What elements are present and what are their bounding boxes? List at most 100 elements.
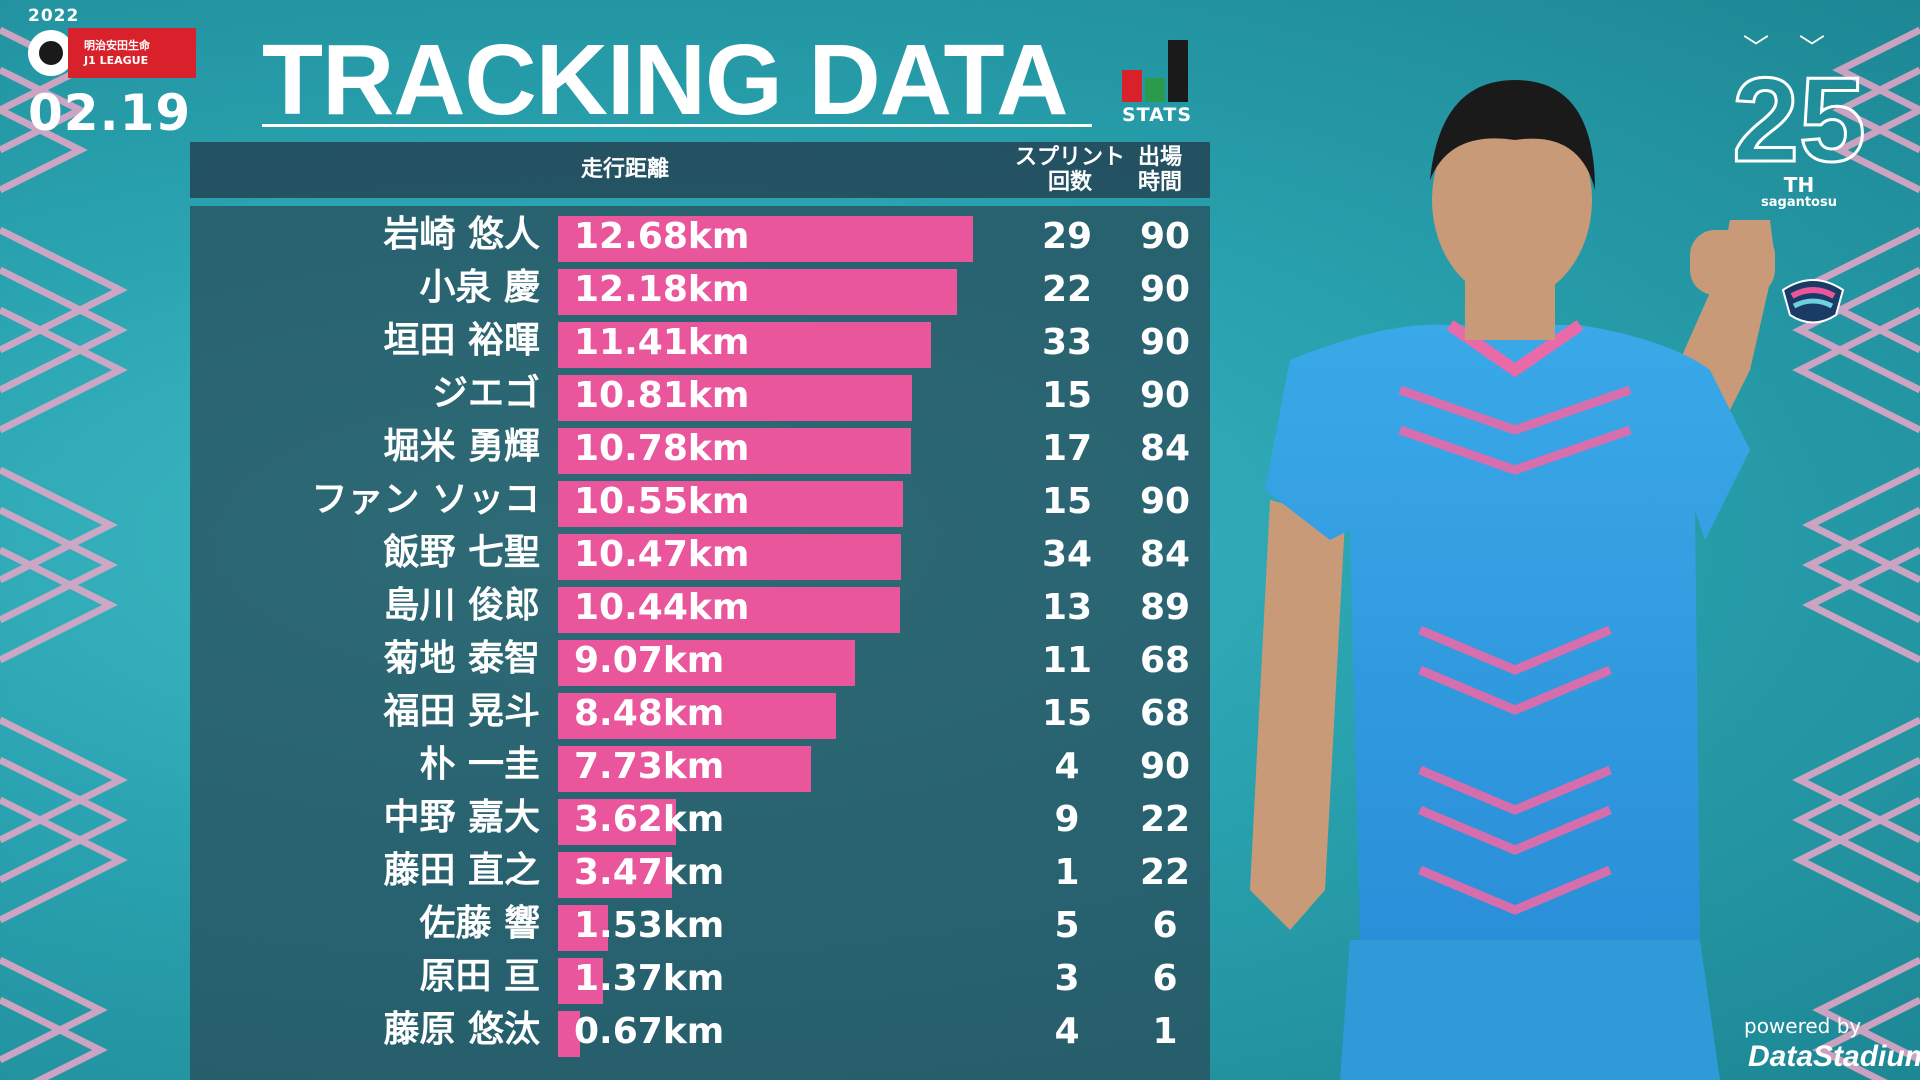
sprint-count: 29 — [1041, 216, 1093, 257]
player-name: 小泉 慶 — [419, 267, 540, 308]
sprint-count: 11 — [1041, 640, 1093, 681]
page-title: TRACKING DATA — [262, 24, 1068, 136]
club-crest-icon — [1778, 270, 1848, 330]
table-row: 佐藤 響 1.53km 5 6 — [0, 897, 1220, 951]
distance-bar — [558, 375, 912, 421]
minutes-played: 90 — [1139, 216, 1191, 257]
distance-label: 8.48km — [574, 693, 725, 734]
sprint-header-line1: スプリント — [1014, 145, 1125, 170]
player-name: ファン ソッコ — [311, 479, 540, 520]
minutes-played: 22 — [1139, 799, 1191, 840]
minutes-played: 68 — [1139, 640, 1191, 681]
j-league-logo: 明治安田生命 J1 LEAGUE — [28, 28, 196, 78]
sprint-header-line2: 回数 — [1047, 170, 1092, 195]
season-year: 2022 — [28, 6, 80, 26]
player-name: 堀米 勇輝 — [383, 426, 540, 467]
emblem-team: sagantosu — [1761, 195, 1837, 210]
provider-logo: DataStadium — [1748, 1040, 1920, 1073]
minutes-played: 89 — [1139, 587, 1191, 628]
column-header-sprints: スプリント 回数 — [1005, 145, 1135, 195]
minutes-played: 68 — [1139, 693, 1191, 734]
minutes-played: 90 — [1139, 746, 1191, 787]
league-sponsor: 明治安田生命 — [84, 39, 150, 52]
table-row: 朴 一圭 7.73km 4 90 — [0, 738, 1220, 792]
stats-label: STATS — [1122, 104, 1193, 126]
player-name: 垣田 裕暉 — [383, 320, 540, 361]
table-row: 島川 俊郎 10.44km 13 89 — [0, 579, 1220, 633]
stats-bars-icon — [1122, 40, 1194, 102]
distance-bar — [558, 958, 603, 1004]
table-row: 藤田 直之 3.47km 1 22 — [0, 844, 1220, 898]
table-row: 藤原 悠汰 0.67km 4 1 — [0, 1003, 1220, 1057]
right-stripe-decoration — [1730, 0, 1920, 1080]
table-row: 福田 晃斗 8.48km 15 68 — [0, 685, 1220, 739]
distance-label: 3.47km — [574, 852, 725, 893]
table-row: 菊地 泰智 9.07km 11 68 — [0, 632, 1220, 686]
distance-label: 10.78km — [574, 428, 750, 469]
sprint-count: 15 — [1041, 693, 1093, 734]
title-underline — [262, 124, 1092, 127]
stats-icon: STATS — [1122, 40, 1194, 126]
emblem-number: 25 — [1731, 53, 1867, 187]
league-name: J1 LEAGUE — [84, 54, 149, 67]
league-badge: 2022 明治安田生命 J1 LEAGUE 02.19 — [28, 6, 196, 142]
player-name: 藤原 悠汰 — [383, 1009, 540, 1050]
distance-bar — [558, 852, 672, 898]
minutes-header-line2: 時間 — [1137, 170, 1182, 195]
sprint-count: 33 — [1041, 322, 1093, 363]
minutes-header-line1: 出場 — [1137, 145, 1182, 170]
minutes-played: 6 — [1152, 905, 1178, 946]
sprint-count: 15 — [1041, 375, 1093, 416]
distance-bar — [558, 534, 901, 580]
sprint-count: 4 — [1054, 746, 1080, 787]
league-name-box: 明治安田生命 J1 LEAGUE — [68, 28, 196, 78]
distance-bar — [558, 216, 973, 262]
distance-label: 10.44km — [574, 587, 750, 628]
distance-label: 12.18km — [574, 269, 750, 310]
sprint-count: 3 — [1054, 958, 1080, 999]
table-row: ジエゴ 10.81km 15 90 — [0, 367, 1220, 421]
distance-bar — [558, 322, 932, 368]
player-name: 佐藤 響 — [419, 903, 540, 944]
sprint-count: 13 — [1041, 587, 1093, 628]
sprint-count: 34 — [1041, 534, 1093, 575]
distance-label: 9.07km — [574, 640, 725, 681]
player-name: 飯野 七聖 — [383, 532, 540, 573]
distance-bar — [558, 587, 900, 633]
wings-icon: ﹀﹀ — [1742, 34, 1855, 64]
player-name: 原田 亘 — [419, 956, 540, 997]
distance-label: 1.53km — [574, 905, 725, 946]
distance-bar — [558, 269, 957, 315]
distance-bar — [558, 693, 836, 739]
powered-by-label: powered by — [1744, 1014, 1862, 1038]
player-name: 岩崎 悠人 — [383, 214, 540, 255]
distance-label: 0.67km — [574, 1011, 725, 1052]
distance-label: 11.41km — [574, 322, 750, 363]
distance-label: 10.47km — [574, 534, 750, 575]
minutes-played: 1 — [1152, 1011, 1178, 1052]
table-row: 小泉 慶 12.18km 22 90 — [0, 261, 1220, 315]
player-name: 島川 俊郎 — [383, 585, 540, 626]
sprint-count: 5 — [1054, 905, 1080, 946]
minutes-played: 90 — [1139, 322, 1191, 363]
table-row: ファン ソッコ 10.55km 15 90 — [0, 473, 1220, 527]
table-row: 中野 嘉大 3.62km 9 22 — [0, 791, 1220, 845]
table-row: 岩崎 悠人 12.68km 29 90 — [0, 208, 1220, 262]
column-header-distance: 走行距離 — [580, 157, 669, 182]
sprint-count: 4 — [1054, 1011, 1080, 1052]
sprint-count: 17 — [1041, 428, 1093, 469]
minutes-played: 90 — [1139, 375, 1191, 416]
table-row: 飯野 七聖 10.47km 34 84 — [0, 526, 1220, 580]
table-row: 堀米 勇輝 10.78km 17 84 — [0, 420, 1220, 474]
player-name: 菊地 泰智 — [383, 638, 540, 679]
distance-bar — [558, 481, 904, 527]
distance-label: 10.81km — [574, 375, 750, 416]
sprint-count: 15 — [1041, 481, 1093, 522]
emblem-th: TH — [1783, 173, 1815, 197]
left-stripe-decoration — [0, 0, 190, 1080]
table-header: 走行距離 スプリント 回数 出場 時間 — [190, 142, 1210, 198]
minutes-played: 84 — [1139, 428, 1191, 469]
minutes-played: 6 — [1152, 958, 1178, 999]
player-name: 福田 晃斗 — [383, 691, 540, 732]
column-header-minutes: 出場 時間 — [1130, 145, 1190, 195]
